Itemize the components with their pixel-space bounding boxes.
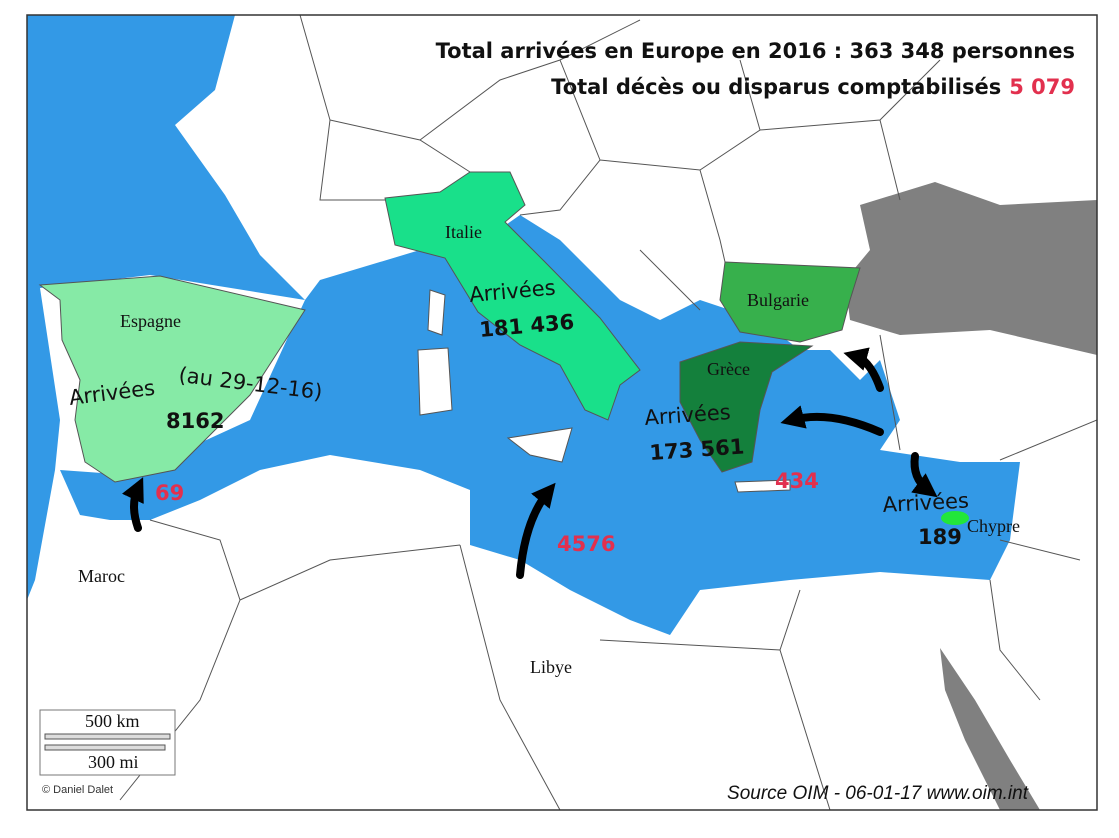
black-sea [845,182,1097,355]
corsica [427,289,446,336]
route-arrow [780,405,884,436]
bulgaria [719,261,861,343]
italy [384,171,641,421]
scale-bar [44,744,166,751]
place-label: Libye [530,657,572,677]
route-arrow [910,452,938,498]
arrivals-value: 8162 [166,409,224,433]
route-arrow [843,347,884,392]
place-label: Chypre [967,516,1020,536]
greece [679,341,814,473]
scale-bar [44,733,171,740]
spain [38,275,306,483]
source: Source OIM - 06-01-17 www.oim.int [727,783,1029,804]
title: Total arrivées en Europe en 2016 : 363 3… [436,39,1075,63]
route-arrow [516,482,556,579]
cyprus [941,511,969,525]
deaths-value: 69 [155,481,184,505]
place-label: Italie [445,222,482,242]
mediterranean [60,215,1020,635]
arrivals-label: Arrivées [882,489,969,517]
atlantic [27,15,305,600]
credit: © Daniel Dalet [42,784,113,796]
scale-km: 500 km [85,711,140,731]
scale-mi: 300 mi [88,752,139,772]
deaths-value: 434 [775,469,819,493]
caspian-red-sea [940,648,1040,810]
sicily [506,427,573,463]
sardinia [417,347,453,416]
borders [119,15,1097,810]
route-arrow [122,477,144,532]
deaths-value: 4576 [557,532,615,556]
scale-box [39,709,176,776]
arrivals-value: 189 [918,525,962,549]
place-label: Espagne [120,311,181,331]
frame [26,14,1098,811]
place-label: Grèce [707,359,750,379]
place-label: Bulgarie [747,290,809,310]
map-shapes [27,15,1097,810]
place-label: Maroc [78,566,125,586]
subtitle: Total décès ou disparus comptabilisés 5 0… [551,75,1075,99]
deaths-total: 5 079 [1009,75,1075,99]
subtitle-label: Total décès ou disparus comptabilisés [551,75,1001,99]
crete [734,479,791,493]
